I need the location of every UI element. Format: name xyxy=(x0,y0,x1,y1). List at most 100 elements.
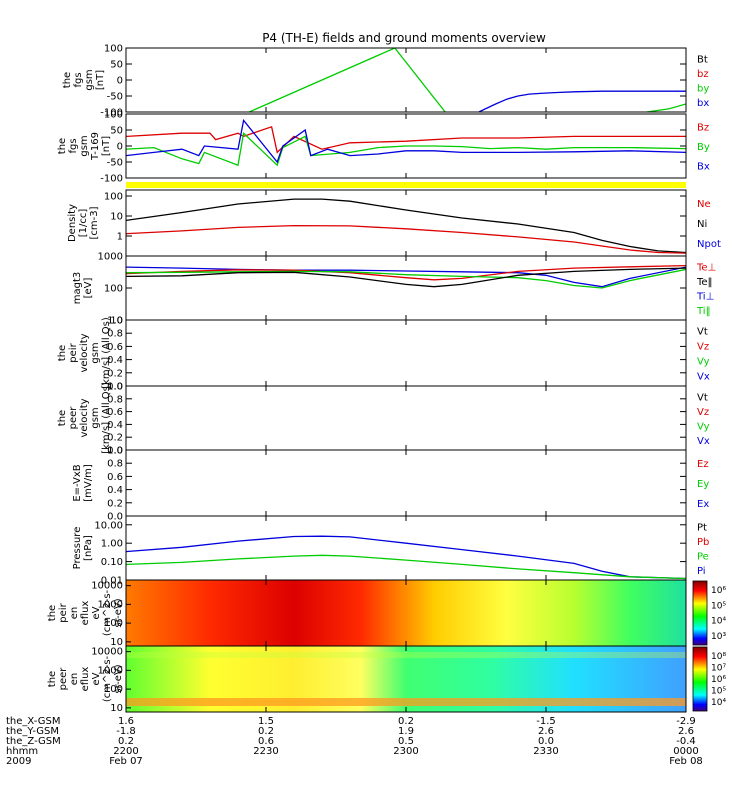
x-row-value: -0.4 xyxy=(676,736,696,747)
panel-density: 100 10 1 Density [1/cc] [cm-3] Ne Ni Npot xyxy=(67,189,721,257)
x-row-label: the_X-GSM xyxy=(6,716,60,727)
y-tick-label: 10.00 xyxy=(94,520,123,531)
y-tick-label: 10000 xyxy=(91,647,123,658)
series-line-Pi xyxy=(126,535,686,580)
series-line-by xyxy=(248,48,686,112)
panel-fgs: 100 50 0 -50 -100 the fgs gsm [nT] Bt bz by bx xyxy=(62,44,709,119)
y-axis-label: [1/cc] xyxy=(78,209,89,238)
y-tick-label: 0.8 xyxy=(107,459,123,470)
legend-entry: Vy xyxy=(697,357,710,368)
y-tick-label: 0.4 xyxy=(107,355,123,366)
panel-pressure: 10.00 1.00 0.10 0.01 Pressure [nPa] Pt Pb Pe Pi xyxy=(72,515,709,587)
legend-entry: by xyxy=(697,83,709,94)
y-tick-label: 0.2 xyxy=(107,433,123,444)
x-row-value: 2330 xyxy=(533,746,558,757)
high-energy-band xyxy=(126,652,686,658)
x-row-value: Feb 08 xyxy=(669,756,703,767)
y-tick-label: 10000 xyxy=(91,581,123,592)
legend-entry: Pi xyxy=(697,566,706,577)
y-axis-label: velocity xyxy=(79,398,90,437)
y-tick-label: 1 xyxy=(117,232,123,243)
panel-efield: 1.0 0.8 0.6 0.4 0.2 0.0 E=-VxB [mV/m] Ez Ey Ex xyxy=(72,446,709,523)
legend-entry: Ti⊥ xyxy=(696,291,714,302)
y-axis-label: [mV/m] xyxy=(83,464,94,502)
y-tick-label: 1000 xyxy=(98,599,123,610)
y-tick-label: 0.01 xyxy=(101,576,123,587)
legend-entry: bz xyxy=(697,69,709,80)
y-axis-label: E=-VxB xyxy=(72,464,83,501)
panel-peir: 1.0 0.8 0.6 0.4 0.2 0.0 the peir velocity gsm [km/… xyxy=(57,316,710,393)
legend-entry: Pe xyxy=(697,551,709,562)
panel-frame xyxy=(125,319,687,387)
x-row-value: -1.8 xyxy=(116,726,136,737)
y-tick-label: 0.8 xyxy=(107,329,123,340)
y-tick-label: 0.10 xyxy=(101,557,123,568)
legend-entry: Ti‖ xyxy=(696,306,711,317)
low-energy-band xyxy=(126,698,686,706)
y-axis-label: gsm xyxy=(90,407,101,428)
legend-entry: Vx xyxy=(697,372,710,383)
legend-entry: Ez xyxy=(697,459,709,470)
series-group xyxy=(126,118,686,167)
legend-entry: Vz xyxy=(697,342,709,353)
legend-entry: Npot xyxy=(697,239,721,250)
y-tick-label: 0.6 xyxy=(107,407,123,418)
y-tick-label: 100 xyxy=(104,44,123,55)
y-tick-label: 1.0 xyxy=(107,446,123,457)
y-tick-label: 100 xyxy=(104,684,123,695)
legend-entry: Pt xyxy=(697,522,707,533)
colorbar-tick-label: 10⁶ xyxy=(711,675,726,685)
y-axis-label: eV xyxy=(91,672,102,685)
x-row-value: 2300 xyxy=(393,746,418,757)
y-tick-label: 1.0 xyxy=(107,382,123,393)
panel-frame xyxy=(125,515,687,581)
legend-entry: Ey xyxy=(697,479,709,490)
y-tick-label: 0.0 xyxy=(107,512,123,523)
x-row-value: 1.9 xyxy=(398,726,414,737)
panel-frame xyxy=(125,385,687,451)
x-row-value: 1.5 xyxy=(258,716,274,727)
y-tick-label: 10 xyxy=(110,212,123,223)
x-row-value: 0.6 xyxy=(258,736,274,747)
y-axis-label: peir xyxy=(58,602,69,622)
x-row-value: 2.6 xyxy=(678,726,694,737)
legend-entry: Te‖ xyxy=(696,277,713,288)
x-row-value: 0.0 xyxy=(538,736,554,747)
series-line-bx xyxy=(478,90,686,112)
colorbar-tick-label: 10⁴ xyxy=(711,698,726,708)
y-tick-label: 50 xyxy=(110,60,123,71)
y-tick-label: 0.2 xyxy=(107,498,123,509)
x-row-label: the_Y-GSM xyxy=(6,726,59,737)
y-axis-label: the xyxy=(47,605,58,621)
x-row-value: 2230 xyxy=(253,746,278,757)
figure-title: P4 (TH-E) fields and ground moments over… xyxy=(262,31,546,45)
series-line-By xyxy=(126,131,686,167)
colorbar-tick-label: 10³ xyxy=(711,632,726,642)
colorbar-tick-label: 10⁴ xyxy=(711,617,726,627)
colorbar-tick-label: 10⁷ xyxy=(711,664,726,674)
y-axis-label: [km/s] (All Qs) xyxy=(101,382,112,454)
y-axis-label: gsm xyxy=(90,342,101,363)
y-tick-label: 0.6 xyxy=(107,472,123,483)
x-row-value: Feb 07 xyxy=(109,756,143,767)
y-tick-label: 50 xyxy=(110,126,123,137)
y-axis-label: the xyxy=(62,72,73,88)
x-row-value: 0.5 xyxy=(398,736,414,747)
y-axis-label: eflux xyxy=(80,601,91,626)
legend-entry: Vy xyxy=(697,421,710,432)
y-tick-label: -50 xyxy=(107,158,123,169)
y-tick-label: 0 xyxy=(117,76,123,87)
series-line-Te⊥ xyxy=(126,264,686,281)
y-axis-label: [km/s] (All Qs) xyxy=(101,317,112,389)
series-line-Ni xyxy=(126,198,686,254)
x-row-label: 2009 xyxy=(6,756,31,767)
colorbar-tick-label: 10⁵ xyxy=(711,601,726,611)
y-axis-label: peir xyxy=(68,342,79,362)
y-axis-label: the xyxy=(57,345,68,361)
y-axis-label: [nT] xyxy=(101,136,112,156)
series-group xyxy=(126,264,686,289)
series-group xyxy=(126,198,686,254)
